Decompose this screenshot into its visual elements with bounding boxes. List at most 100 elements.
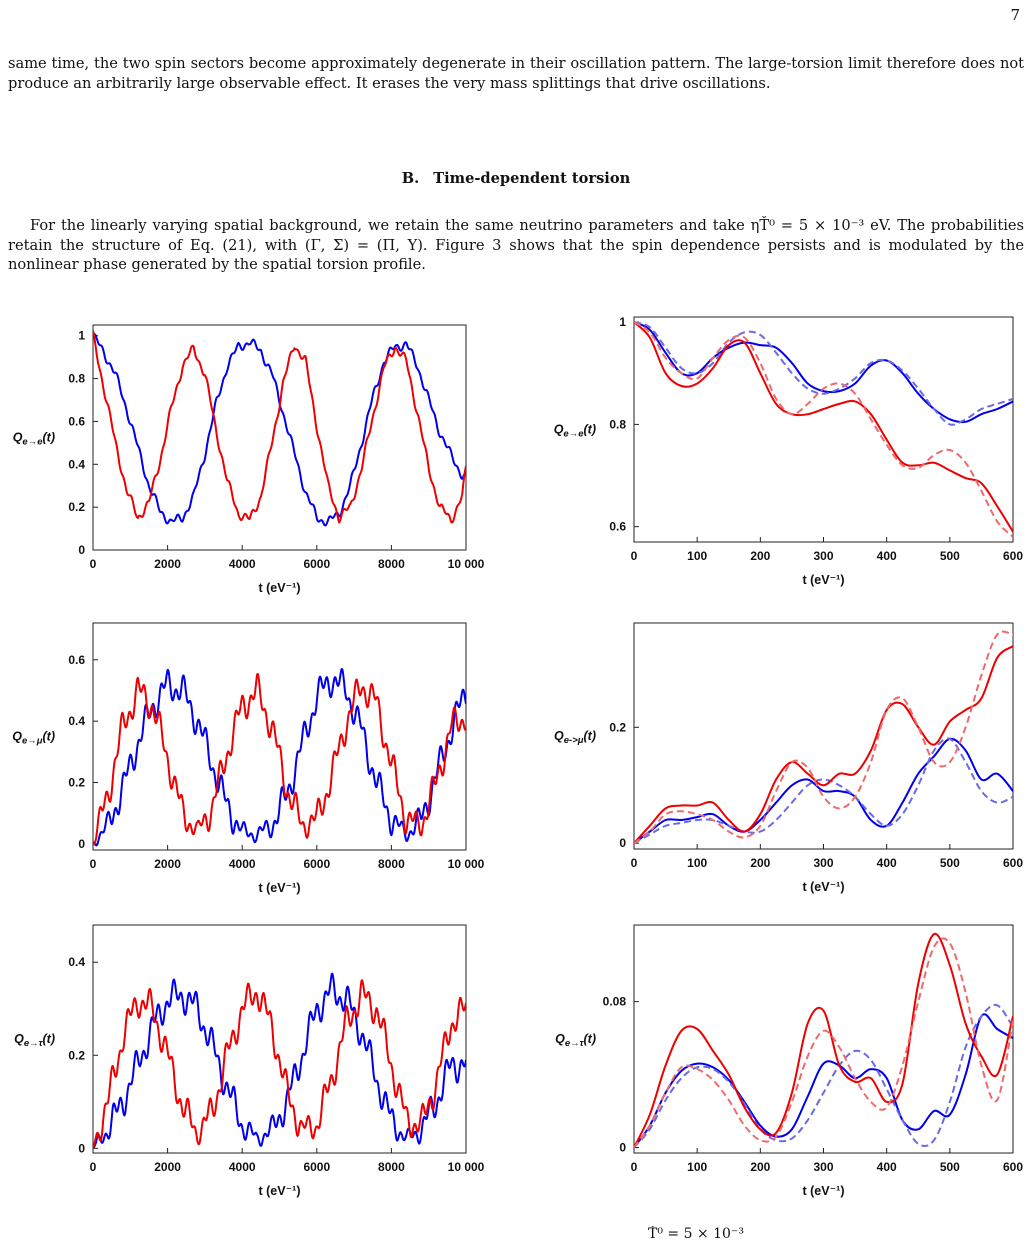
- x-tick-label: 8000: [378, 557, 405, 571]
- x-tick-label: 500: [940, 856, 960, 870]
- x-axis-label: t (eV⁻¹): [802, 573, 844, 587]
- x-tick-label: 2000: [154, 1160, 181, 1174]
- plot-frame: [92, 324, 467, 551]
- page-number: 7: [1010, 6, 1020, 24]
- y-axis-label: Qe→τ(t): [555, 1032, 596, 1049]
- x-tick-label: 500: [940, 1160, 960, 1174]
- chart-panel-right-mu: 0 100 200 300 400 500 600 0 0.2 t (eV⁻¹) Qe->μ(t): [554, 622, 1023, 894]
- x-tick-label: 600: [1003, 1160, 1023, 1174]
- series-line-blue: [634, 737, 1013, 845]
- paragraph-time-dependent: For the linearly varying spatial backgro…: [8, 217, 1024, 273]
- y-tick-label: 0: [619, 1141, 626, 1155]
- x-tick-label: 300: [813, 1160, 833, 1174]
- x-tick-label: 2000: [154, 557, 181, 571]
- plot-frame: [92, 622, 467, 851]
- y-tick-label: 0.6: [609, 520, 626, 534]
- series-line-red: [93, 979, 466, 1149]
- x-tick-label: 100: [687, 1160, 707, 1174]
- figure-caption-fragment: Ť⁰ = 5 × 10⁻³: [648, 1226, 744, 1240]
- x-tick-label: 100: [687, 856, 707, 870]
- x-tick-label: 200: [750, 549, 770, 563]
- x-axis-label: t (eV⁻¹): [258, 881, 300, 895]
- series-line-blue: [93, 333, 466, 527]
- series-line-light_red-dashed: [634, 937, 1013, 1149]
- x-tick-label: 200: [750, 856, 770, 870]
- paragraph-continued: same time, the two spin sectors become a…: [8, 55, 1024, 92]
- x-tick-label: 4000: [229, 857, 256, 871]
- x-tick-label: 400: [877, 1160, 897, 1174]
- y-tick-label: 0.8: [609, 417, 626, 431]
- x-axis-label: t (eV⁻¹): [258, 581, 300, 595]
- x-tick-label: 10 000: [448, 857, 485, 871]
- x-tick-label: 2000: [154, 857, 181, 871]
- y-tick-label: 0: [78, 1141, 85, 1155]
- x-tick-label: 0: [631, 856, 638, 870]
- x-axis-label: t (eV⁻¹): [802, 1184, 844, 1198]
- x-tick-label: 0: [90, 857, 97, 871]
- y-tick-label: 1: [78, 329, 85, 343]
- x-tick-label: 400: [877, 856, 897, 870]
- y-tick-label: 0.8: [68, 372, 85, 386]
- y-tick-label: 0.2: [68, 500, 85, 514]
- y-axis-label: Qe→μ(t): [12, 730, 55, 747]
- series-line-light_blue-dashed: [634, 1003, 1013, 1149]
- y-tick-label: 0: [78, 543, 85, 557]
- y-tick-label: 0: [78, 837, 85, 851]
- x-tick-label: 600: [1003, 549, 1023, 563]
- y-tick-label: 0.2: [609, 720, 626, 734]
- y-tick-label: 0.6: [68, 414, 85, 428]
- plot-frame: [92, 924, 467, 1154]
- series-line-light_blue-dashed: [634, 321, 1013, 426]
- series-line-red: [634, 645, 1013, 844]
- x-tick-label: 0: [631, 1160, 638, 1174]
- x-tick-label: 4000: [229, 557, 256, 571]
- chart-panel-left-tau: 0 2000 4000 6000 8000 10 000 0 0.2 0.4 t (eV⁻¹) Qe…: [14, 924, 485, 1198]
- x-tick-label: 100: [687, 549, 707, 563]
- y-tick-label: 0.4: [68, 457, 85, 471]
- x-tick-label: 200: [750, 1160, 770, 1174]
- x-tick-label: 300: [813, 856, 833, 870]
- series-line-red: [93, 672, 466, 846]
- plot-frame: [633, 622, 1014, 850]
- x-tick-label: 0: [90, 1160, 97, 1174]
- x-tick-label: 8000: [378, 1160, 405, 1174]
- x-tick-label: 10 000: [448, 557, 485, 571]
- chart-panel-right-tau: 0 100 200 300 400 500 600 0 0.08 t (eV⁻¹) Qe→τ(t): [555, 924, 1023, 1198]
- x-tick-label: 4000: [229, 1160, 256, 1174]
- series-line-blue: [634, 321, 1013, 424]
- y-tick-label: 0: [619, 836, 626, 850]
- series-line-red: [93, 330, 466, 524]
- x-tick-label: 0: [90, 557, 97, 571]
- y-tick-label: 0.6: [68, 653, 85, 667]
- chart-panel-right-e: 0 100 200 300 400 500 600 0.6 0.8 1 t (eV⁻¹) Qe→e(t…: [554, 315, 1024, 587]
- y-tick-label: 0.4: [68, 955, 85, 969]
- x-tick-label: 10 000: [448, 1160, 485, 1174]
- y-tick-label: 0.4: [68, 714, 85, 728]
- y-tick-label: 0.08: [603, 995, 627, 1009]
- series-line-blue: [93, 668, 466, 847]
- section-label: B.: [401, 170, 420, 187]
- x-tick-label: 6000: [303, 557, 330, 571]
- x-tick-label: 0: [631, 549, 638, 563]
- x-axis-label: t (eV⁻¹): [802, 880, 844, 894]
- y-axis-label: Qe→e(t): [554, 423, 596, 440]
- series-line-light_red-dashed: [634, 630, 1013, 845]
- section-heading: B. Time-dependent torsion: [0, 170, 1032, 187]
- x-tick-label: 300: [813, 549, 833, 563]
- chart-panel-left-e: 0 2000 4000 6000 8000 10 000 0 0.2 0.4 0.6 0.8 1 t (…: [13, 324, 485, 595]
- x-tick-label: 6000: [303, 857, 330, 871]
- series-line-red: [634, 321, 1013, 533]
- series-line-light_blue-dashed: [634, 737, 1013, 845]
- series-line-light_red-dashed: [634, 321, 1013, 538]
- x-tick-label: 400: [877, 549, 897, 563]
- x-tick-label: 6000: [303, 1160, 330, 1174]
- y-axis-label: Qe→e(t): [13, 431, 55, 448]
- y-tick-label: 0.2: [68, 776, 85, 790]
- plot-frame: [633, 316, 1014, 543]
- x-tick-label: 600: [1003, 856, 1023, 870]
- y-axis-label: Qe->μ(t): [554, 729, 596, 746]
- y-tick-label: 1: [619, 315, 626, 329]
- x-axis-label: t (eV⁻¹): [258, 1184, 300, 1198]
- x-tick-label: 500: [940, 549, 960, 563]
